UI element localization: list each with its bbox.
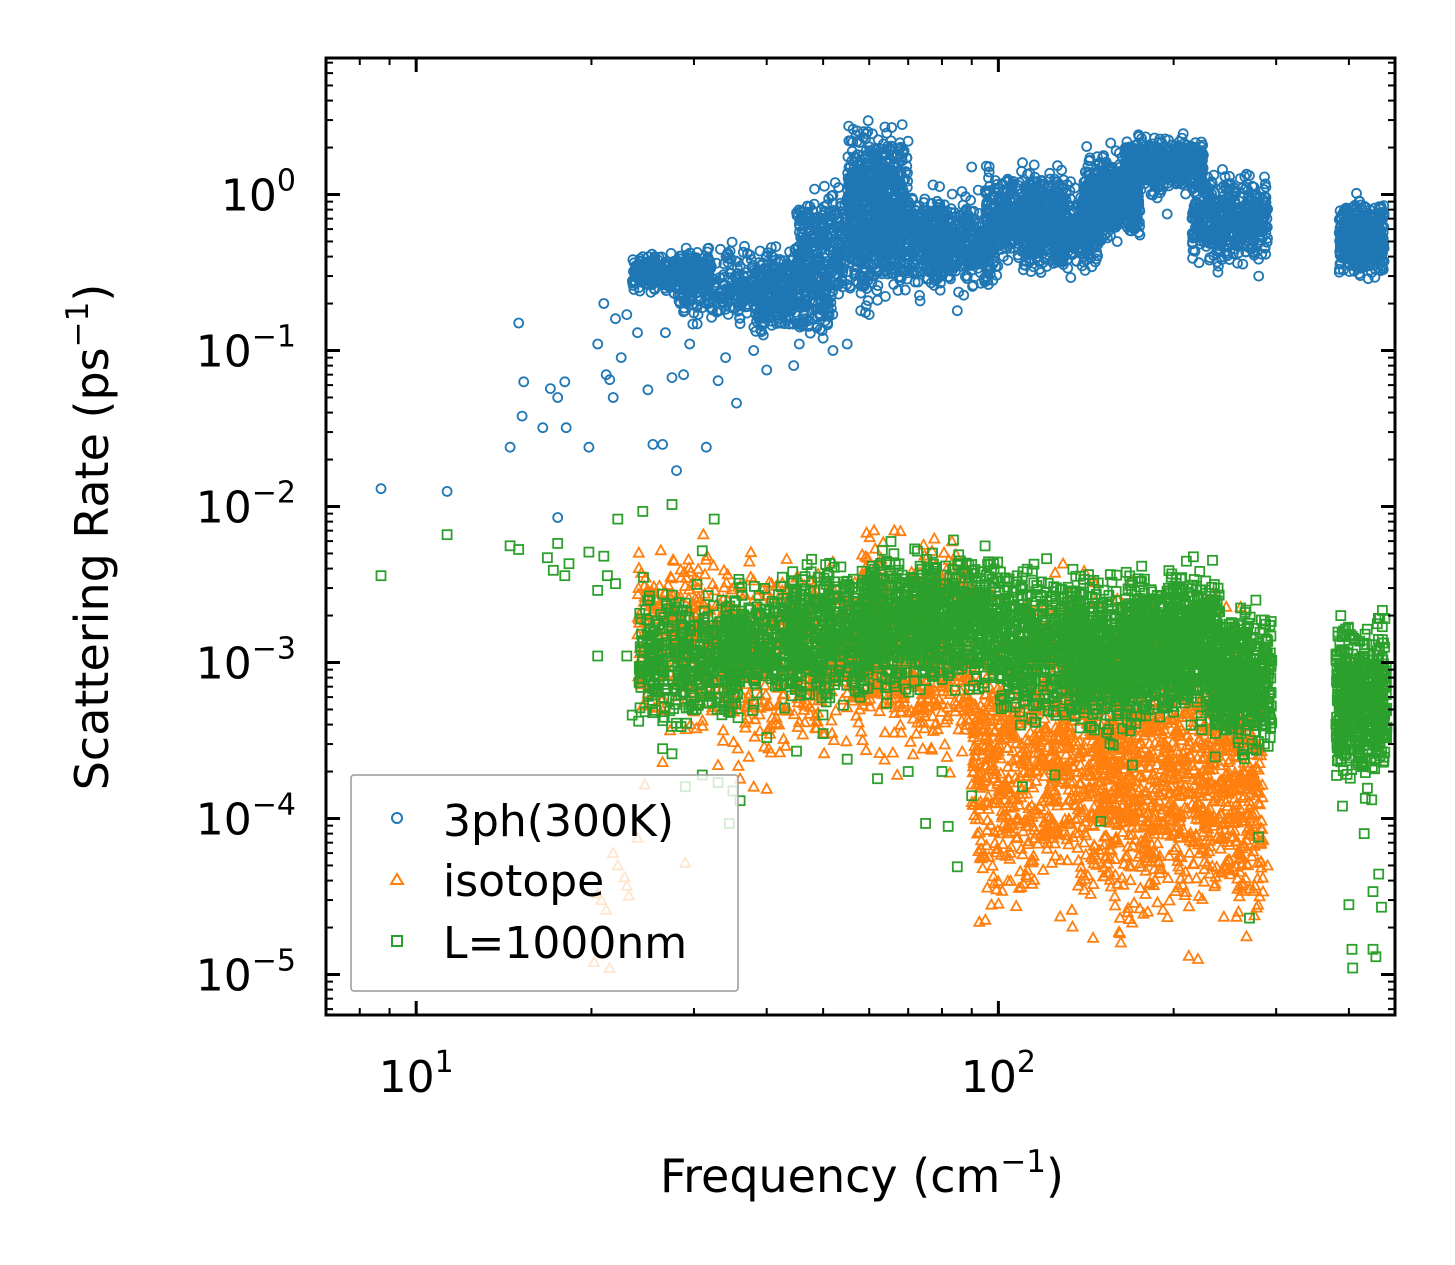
data-point (660, 327, 671, 339)
data-point (691, 246, 703, 258)
data-point (627, 254, 639, 266)
series-layer (375, 115, 1393, 974)
data-point (656, 251, 667, 263)
data-point (966, 161, 978, 173)
data-point (518, 376, 530, 388)
data-point (513, 317, 525, 329)
data-point (552, 512, 564, 523)
data-point (642, 384, 654, 396)
data-point (770, 241, 782, 253)
data-point (748, 345, 760, 356)
data-point (592, 338, 604, 350)
series-circle (375, 115, 1390, 523)
data-point (666, 372, 678, 384)
data-point (678, 369, 689, 381)
data-point (615, 352, 627, 364)
data-point (788, 360, 800, 372)
data-point (734, 312, 745, 324)
data-point (1161, 208, 1173, 220)
data-point (537, 422, 549, 434)
data-point (516, 410, 528, 422)
data-point (1111, 236, 1123, 247)
data-point (583, 441, 595, 453)
data-point (610, 313, 621, 325)
data-point (734, 318, 746, 330)
data-point (720, 352, 731, 364)
data-point (739, 240, 750, 252)
data-point (691, 318, 703, 330)
data-point (712, 375, 724, 387)
data-point (793, 338, 805, 350)
data-point (657, 438, 668, 450)
data-point (552, 392, 564, 403)
data-point (660, 285, 672, 297)
data-point (761, 364, 773, 376)
data-point (827, 345, 839, 356)
data-point (647, 279, 658, 291)
data-point (559, 376, 571, 388)
data-point (441, 485, 453, 497)
data-point (671, 465, 682, 477)
data-point (375, 483, 387, 495)
data-point (687, 318, 699, 330)
data-point (598, 298, 610, 309)
data-point (607, 392, 619, 403)
data-point (604, 374, 616, 386)
data-point (645, 286, 657, 298)
data-point (632, 327, 643, 339)
data-point (628, 284, 640, 295)
data-point (841, 338, 853, 350)
data-point (731, 397, 742, 409)
data-point (657, 267, 668, 278)
data-point (951, 305, 963, 317)
data-point (560, 422, 572, 434)
data-point (684, 338, 696, 350)
data-point (640, 265, 652, 277)
data-point (504, 441, 516, 453)
data-point (1253, 270, 1265, 282)
data-point (621, 309, 633, 321)
data-point (700, 441, 712, 453)
data-point (545, 383, 556, 395)
